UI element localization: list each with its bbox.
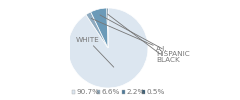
Wedge shape: [86, 12, 108, 48]
Text: HISPANIC: HISPANIC: [100, 15, 190, 57]
Text: 6.6%: 6.6%: [102, 89, 120, 95]
Text: WHITE: WHITE: [76, 37, 114, 67]
Wedge shape: [91, 8, 108, 48]
Text: A.I.: A.I.: [91, 18, 168, 52]
Bar: [97, 90, 100, 94]
Text: BLACK: BLACK: [108, 14, 180, 63]
Text: 2.2%: 2.2%: [126, 89, 145, 95]
Bar: [142, 90, 145, 94]
Wedge shape: [107, 8, 108, 48]
Text: 0.5%: 0.5%: [146, 89, 165, 95]
Text: 90.7%: 90.7%: [77, 89, 100, 95]
Bar: [72, 90, 75, 94]
Wedge shape: [68, 8, 148, 88]
Bar: [122, 90, 125, 94]
